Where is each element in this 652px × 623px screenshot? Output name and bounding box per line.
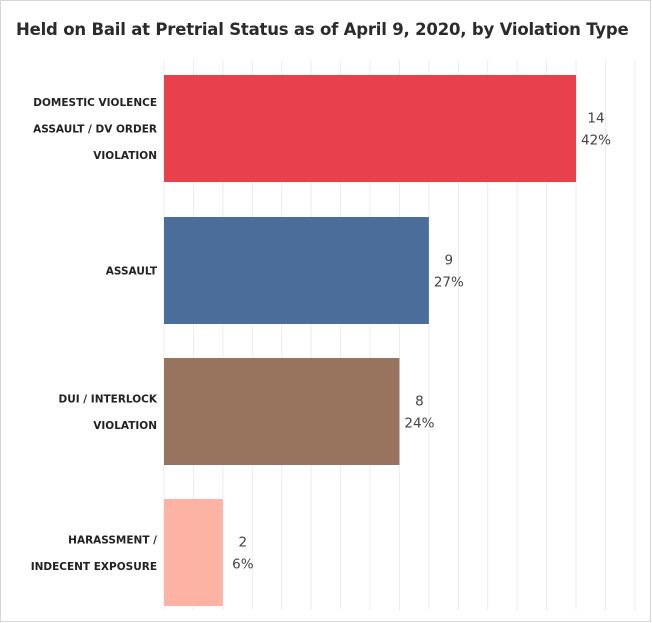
category-label-line: HARASSMENT / [68,534,157,546]
percent-label: 24% [404,416,434,432]
category-label: ASSAULT [106,266,158,278]
percent-label: 42% [581,133,611,149]
category-label: HARASSMENT / INDECENT EXPOSURE [31,534,157,573]
category-label-line: VIOLATION [93,420,157,432]
percent-label: 27% [434,275,464,291]
value-label: 8 [415,394,424,410]
category-label-line: INDECENT EXPOSURE [31,561,157,573]
category-label-line: DOMESTIC VIOLENCE [33,97,157,109]
percent-label: 6% [232,557,254,573]
value-label: 2 [239,535,248,551]
category-labels: DOMESTIC VIOLENCE ASSAULT / DV ORDER VIOLA… [31,97,158,573]
chart-title: Held on Bail at Pretrial Status as of Ap… [16,20,629,39]
category-label: DOMESTIC VIOLENCE ASSAULT / DV ORDER VIOLA… [33,97,157,162]
value-labels: 14 42% 9 27% 8 24% 2 6% [232,111,611,573]
bars [164,75,576,606]
category-label-line: ASSAULT / DV ORDER [33,124,157,136]
category-label-line: ASSAULT [106,266,158,278]
bar [164,358,400,465]
value-label: 9 [445,253,454,269]
category-label: DUI / INTERLOCK VIOLATION [59,393,158,432]
bar [164,75,576,182]
bar [164,499,223,606]
category-label-line: DUI / INTERLOCK [59,393,158,405]
value-label: 14 [587,111,604,127]
bar [164,217,429,324]
category-label-line: VIOLATION [93,150,157,162]
